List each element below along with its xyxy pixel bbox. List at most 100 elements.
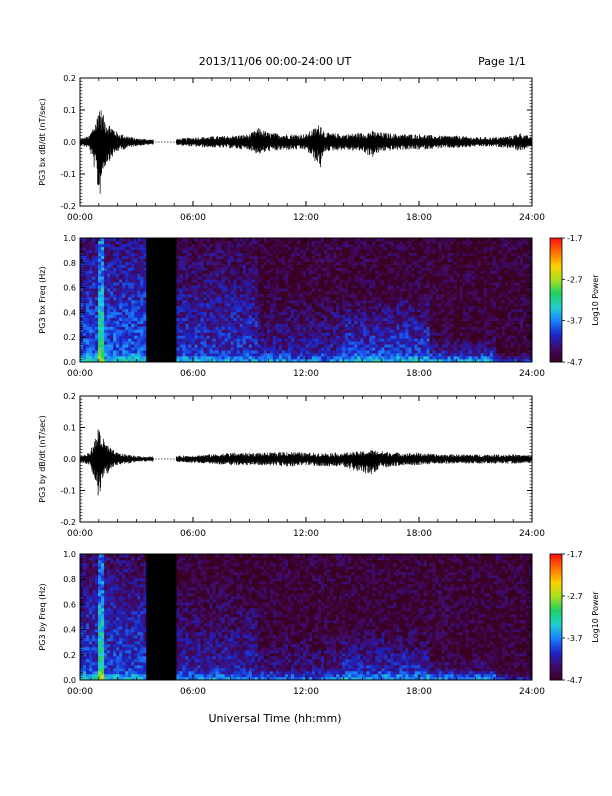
- spectrogram-cell: [122, 288, 125, 291]
- spectrogram-cell: [333, 265, 336, 268]
- spectrogram-cell: [393, 250, 396, 253]
- spectrogram-cell: [182, 288, 185, 291]
- spectrogram-cell: [270, 344, 273, 347]
- spectrogram-cell: [140, 268, 143, 271]
- spectrogram-cell: [357, 297, 360, 300]
- spectrogram-cell: [204, 315, 207, 318]
- spectrogram-cell: [149, 294, 152, 297]
- spectrogram-cell: [273, 312, 276, 315]
- spectrogram-cell: [240, 247, 243, 250]
- spectrogram-cell: [360, 324, 363, 327]
- spectrogram-cell: [261, 324, 264, 327]
- spectrogram-cell: [303, 332, 306, 335]
- spectrogram-cell: [315, 341, 318, 344]
- spectrogram-cell: [222, 332, 225, 335]
- spectrogram-cell: [185, 259, 188, 262]
- spectrogram-cell: [276, 270, 279, 273]
- spectrogram-cell: [399, 270, 402, 273]
- spectrogram-cell: [83, 327, 86, 330]
- spectrogram-cell: [288, 297, 291, 300]
- spectrogram-cell: [384, 253, 387, 256]
- spectrogram-cell: [303, 330, 306, 333]
- spectrogram-cell: [140, 309, 143, 312]
- spectrogram-cell: [237, 303, 240, 306]
- spectrogram-cell: [252, 276, 255, 279]
- spectrogram-cell: [330, 309, 333, 312]
- spectrogram-cell: [122, 300, 125, 303]
- spectrogram-cell: [414, 306, 417, 309]
- spectrogram-cell: [170, 244, 173, 247]
- spectrogram-cell: [222, 253, 225, 256]
- spectrogram-cell: [219, 330, 222, 333]
- spectrogram-cell: [387, 309, 390, 312]
- spectrogram-cell: [210, 247, 213, 250]
- spectrogram-cell: [225, 318, 228, 321]
- spectrogram-cell: [267, 338, 270, 341]
- spectrogram-cell: [303, 338, 306, 341]
- spectrogram-cell: [107, 262, 110, 265]
- spectrogram-cell: [306, 303, 309, 306]
- spectrogram-cell: [351, 256, 354, 259]
- spectrogram-cell: [357, 270, 360, 273]
- spectrogram-cell: [167, 306, 170, 309]
- spectrogram-cell: [234, 353, 237, 356]
- spectrogram-cell: [213, 324, 216, 327]
- spectrogram-cell: [110, 273, 113, 276]
- spectrogram-cell: [285, 250, 288, 253]
- spectrogram-cell: [143, 327, 146, 330]
- spectrogram-cell: [185, 247, 188, 250]
- spectrogram-cell: [152, 344, 155, 347]
- spectrogram-cell: [164, 268, 167, 271]
- spectrogram-cell: [119, 282, 122, 285]
- spectrogram-cell: [110, 253, 113, 256]
- spectrogram-cell: [188, 291, 191, 294]
- spectrogram-cell: [321, 256, 324, 259]
- spectrogram-cell: [152, 324, 155, 327]
- spectrogram-cell: [255, 265, 258, 268]
- spectrogram-cell: [249, 306, 252, 309]
- spectrogram-cell: [119, 324, 122, 327]
- spectrogram-cell: [98, 306, 101, 309]
- spectrogram-cell: [146, 306, 149, 309]
- spectrogram-cell: [104, 332, 107, 335]
- spectrogram-cell: [381, 327, 384, 330]
- spectrogram-cell: [417, 324, 420, 327]
- spectrogram-cell: [309, 268, 312, 271]
- spectrogram-cell: [285, 303, 288, 306]
- spectrogram-cell: [300, 321, 303, 324]
- spectrogram-cell: [408, 241, 411, 244]
- spectrogram-cell: [366, 250, 369, 253]
- spectrogram-cell: [339, 241, 342, 244]
- spectrogram-cell: [98, 279, 101, 282]
- spectrogram-cell: [255, 276, 258, 279]
- spectrogram-cell: [357, 347, 360, 350]
- spectrogram-cell: [179, 353, 182, 356]
- spectrogram-cell: [167, 256, 170, 259]
- spectrogram-cell: [210, 335, 213, 338]
- spectrogram-cell: [348, 312, 351, 315]
- spectrogram-cell: [231, 332, 234, 335]
- spectrogram-cell: [333, 270, 336, 273]
- spectrogram-cell: [228, 344, 231, 347]
- spectrogram-cell: [213, 268, 216, 271]
- spectrogram-cell: [369, 273, 372, 276]
- spectrogram-cell: [207, 265, 210, 268]
- spectrogram-cell: [104, 294, 107, 297]
- spectrogram-cell: [152, 259, 155, 262]
- spectrogram-cell: [348, 265, 351, 268]
- spectrogram-cell: [113, 291, 116, 294]
- spectrogram-cell: [288, 276, 291, 279]
- spectrogram-cell: [207, 341, 210, 344]
- spectrogram-cell: [198, 356, 201, 359]
- spectrogram-cell: [336, 268, 339, 271]
- spectrogram-cell: [152, 309, 155, 312]
- spectrogram-cell: [264, 318, 267, 321]
- spectrogram-cell: [161, 265, 164, 268]
- spectrogram-cell: [342, 250, 345, 253]
- spectrogram-cell: [125, 291, 128, 294]
- spectrogram-cell: [378, 291, 381, 294]
- spectrogram-cell: [140, 338, 143, 341]
- spectrogram-cell: [363, 315, 366, 318]
- spectrogram-cell: [86, 291, 89, 294]
- spectrogram-cell: [231, 356, 234, 359]
